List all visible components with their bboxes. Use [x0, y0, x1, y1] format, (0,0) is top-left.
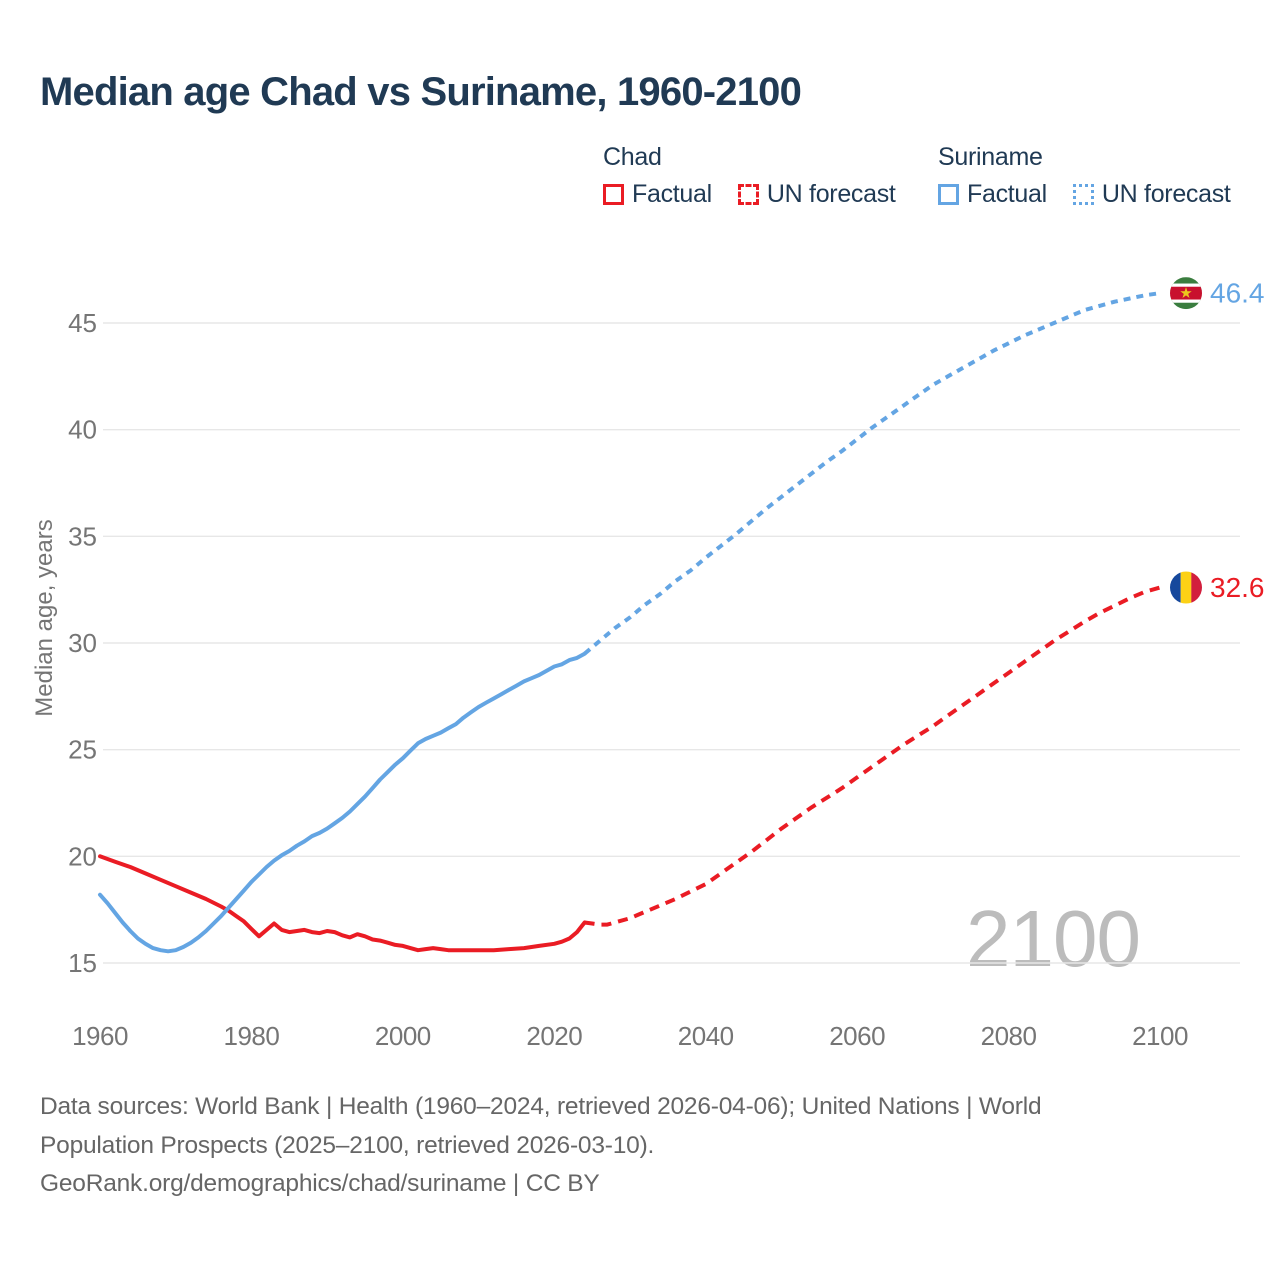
legend-suriname-header: Suriname — [938, 143, 1043, 171]
x-tick-label: 1960 — [72, 1021, 128, 1051]
legend-chad-items: Factual UN forecast — [603, 180, 896, 209]
series-line-chad-un-forecast — [584, 585, 1161, 927]
legend-suriname-factual-label[interactable]: Factual — [967, 180, 1047, 208]
x-tick-label: 2080 — [981, 1021, 1037, 1051]
x-tick-label: 1980 — [224, 1021, 280, 1051]
series-line-suriname-un-forecast — [583, 291, 1161, 656]
y-tick-label: 30 — [68, 628, 97, 658]
footer-line-3[interactable]: GeoRank.org/demographics/chad/suriname |… — [40, 1170, 600, 1197]
chad-end-value-label: 32.6 — [1210, 572, 1265, 603]
legend: Chad Factual UN forecast Suriname Factua… — [0, 143, 1280, 223]
legend-chad-forecast-label[interactable]: UN forecast — [766, 180, 896, 208]
footer-line-1: Data sources: World Bank | Health (1960–… — [40, 1093, 1042, 1120]
legend-chad-header: Chad — [603, 143, 662, 171]
x-tick-label: 2100 — [1132, 1021, 1188, 1051]
y-tick-label: 15 — [68, 948, 97, 978]
x-tick-label: 2040 — [678, 1021, 734, 1051]
legend-group-suriname: Suriname Factual UN forecast — [938, 143, 1231, 209]
suriname-end-value-label: 46.4 — [1210, 278, 1265, 309]
y-tick-label: 35 — [68, 521, 97, 551]
chad-factual-swatch-icon[interactable] — [603, 184, 624, 205]
legend-suriname-items: Factual UN forecast — [938, 180, 1231, 209]
legend-group-chad: Chad Factual UN forecast — [603, 143, 896, 209]
footer-line-2: Population Prospects (2025–2100, retriev… — [40, 1131, 655, 1159]
y-tick-label: 45 — [68, 308, 97, 338]
chad-flag-icon — [1170, 571, 1202, 604]
x-tick-label: 2000 — [375, 1021, 431, 1051]
y-tick-label: 25 — [68, 735, 97, 765]
legend-chad-factual-label[interactable]: Factual — [632, 180, 712, 208]
y-tick-label: 40 — [68, 415, 97, 445]
data-sources-footer: Data sources: World Bank | Health (1960–… — [40, 1088, 1240, 1204]
chart-title: Median age Chad vs Suriname, 1960-2100 — [40, 70, 802, 114]
series-line-suriname-factual — [98, 651, 587, 954]
y-tick-label: 20 — [68, 841, 97, 871]
watermark-year: 2100 — [966, 894, 1141, 983]
y-axis-title: Median age, years — [31, 519, 58, 716]
series-line-chad-factual — [98, 854, 587, 953]
x-tick-label: 2060 — [829, 1021, 885, 1051]
suriname-factual-swatch-icon[interactable] — [938, 184, 959, 205]
suriname-flag-icon — [1170, 277, 1202, 310]
chad-forecast-swatch-icon[interactable] — [737, 184, 759, 205]
x-tick-label: 2020 — [526, 1021, 582, 1051]
legend-suriname-forecast-label[interactable]: UN forecast — [1101, 180, 1231, 208]
suriname-forecast-swatch-icon[interactable] — [1072, 184, 1094, 205]
